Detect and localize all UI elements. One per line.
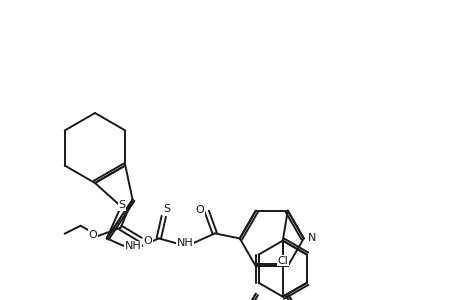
Text: O: O <box>88 230 97 240</box>
Text: N: N <box>307 233 315 243</box>
Text: Cl: Cl <box>277 256 288 266</box>
Text: O: O <box>195 206 204 215</box>
Text: O: O <box>143 236 151 246</box>
Text: NH: NH <box>124 242 141 251</box>
Text: NH: NH <box>176 238 193 248</box>
Text: S: S <box>118 200 125 210</box>
Text: S: S <box>163 204 170 214</box>
